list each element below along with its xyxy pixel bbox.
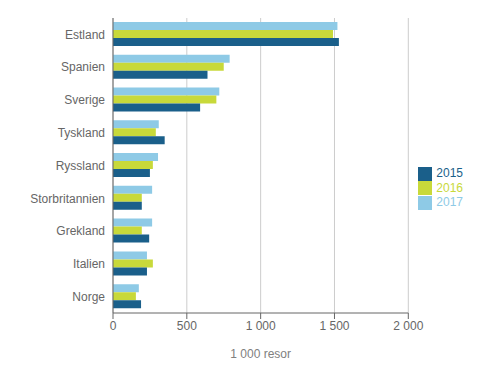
svg-text:Norge: Norge [72,290,105,304]
svg-text:Storbritannien: Storbritannien [30,192,105,206]
svg-text:500: 500 [177,319,197,333]
svg-text:Estland: Estland [65,28,105,42]
svg-text:1 000: 1 000 [246,319,276,333]
html-text:2017: 2017 [436,195,463,210]
svg-text:Italien: Italien [73,257,105,271]
svg-text:0: 0 [110,319,117,333]
html-text:2015: 2015 [436,165,463,180]
svg-text:Ryssland: Ryssland [56,159,105,173]
html-text:2016: 2016 [436,180,463,195]
svg-text:Tyskland: Tyskland [58,126,105,140]
svg-text:Sverige: Sverige [64,93,105,107]
svg-text:Grekland: Grekland [56,224,105,238]
svg-text:2 000: 2 000 [393,319,423,333]
svg-text:1 000 resor: 1 000 resor [230,347,291,361]
svg-text:1 500: 1 500 [319,319,349,333]
svg-text:Spanien: Spanien [61,60,105,74]
